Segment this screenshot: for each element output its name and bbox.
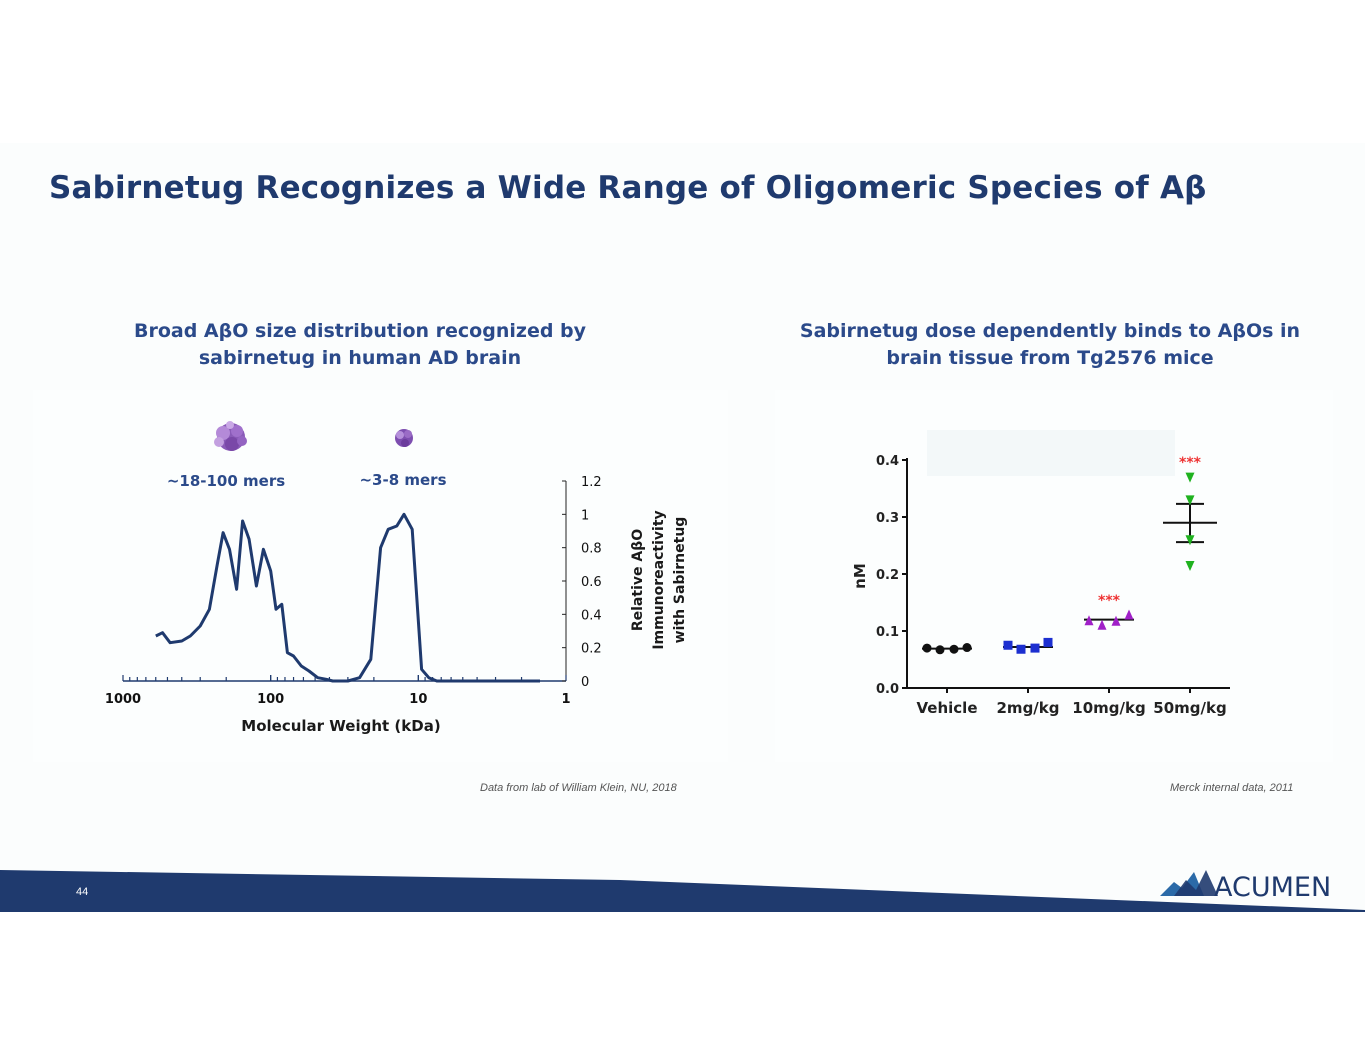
data-point bbox=[1185, 472, 1195, 483]
y-tick-label: 0.4 bbox=[876, 454, 899, 469]
data-point bbox=[962, 643, 972, 653]
series-2mgkg bbox=[1003, 637, 1053, 654]
chart-highlight-box bbox=[927, 430, 1175, 476]
x-tick-label: 10 bbox=[409, 692, 427, 707]
left-subtitle-line1: Broad AβO size distribution recognized b… bbox=[133, 320, 587, 342]
y-tick-label: 0 bbox=[581, 675, 589, 690]
chart-axes: 1000 100 10 1 1.2 1 0.8 0.6 0.4 0.2 0 bbox=[105, 475, 602, 707]
data-point bbox=[1097, 619, 1107, 630]
data-point bbox=[1185, 535, 1195, 546]
x-axis-label: Molecular Weight (kDa) bbox=[241, 717, 440, 735]
right-source-note: Merck internal data, 2011 bbox=[1170, 782, 1294, 794]
x-tick-label: 50mg/kg bbox=[1153, 699, 1226, 717]
y-axis-label-line: Relative AβO bbox=[630, 529, 646, 631]
data-point bbox=[1084, 615, 1094, 626]
left-chart-panel: ~18-100 mers ~3-8 mers Molecular Weight … bbox=[33, 390, 728, 762]
series-vehicle bbox=[922, 643, 972, 655]
left-subtitle-line2: sabirnetug in human AD brain bbox=[198, 347, 522, 369]
y-tick-label: 0.2 bbox=[581, 642, 602, 657]
series-50mgkg: *** bbox=[1163, 455, 1217, 571]
y-tick-label: 0.3 bbox=[876, 511, 899, 526]
y-tick-label: 0.2 bbox=[876, 568, 899, 583]
significance-marker: *** bbox=[1179, 455, 1202, 471]
data-point bbox=[1185, 560, 1195, 571]
right-chart-subtitle: Sabirnetug dose dependently binds to AβO… bbox=[790, 318, 1310, 372]
data-point bbox=[1016, 644, 1026, 654]
small-oligomer-icon bbox=[395, 429, 413, 447]
right-subtitle-line2: brain tissue from Tg2576 mice bbox=[886, 347, 1214, 369]
data-point bbox=[1030, 643, 1040, 653]
chart-axes: 0.0 0.1 0.2 0.3 0.4 nM Vehicle 2mg/kg 10mg/kg 50m… bbox=[851, 454, 1230, 717]
page-title: Sabirnetug Recognizes a Wide Range of Ol… bbox=[49, 170, 1207, 206]
y-tick-label: 0.8 bbox=[581, 542, 602, 557]
data-point bbox=[1124, 609, 1134, 620]
series-10mgkg: *** bbox=[1084, 593, 1134, 630]
size-distribution-chart: ~18-100 mers ~3-8 mers Molecular Weight … bbox=[105, 421, 688, 735]
y-tick-label: 0.1 bbox=[876, 625, 899, 640]
logo-text: ACUMEN bbox=[1214, 872, 1331, 902]
x-tick-label: Vehicle bbox=[917, 699, 978, 717]
y-tick-label: 0.4 bbox=[581, 608, 602, 623]
chart-series: *** *** bbox=[922, 455, 1217, 655]
data-point bbox=[922, 643, 932, 653]
left-chart-subtitle: Broad AβO size distribution recognized b… bbox=[110, 318, 610, 372]
x-tick-label: 100 bbox=[257, 692, 284, 707]
large-oligomer-icon bbox=[214, 421, 247, 451]
y-axis-label-line: Immunoreactivity bbox=[651, 510, 667, 649]
y-axis-label: nM bbox=[851, 563, 869, 589]
x-tick-label: 10mg/kg bbox=[1072, 699, 1145, 717]
data-point bbox=[1043, 637, 1053, 647]
significance-marker: *** bbox=[1098, 593, 1121, 609]
data-point bbox=[935, 645, 945, 655]
right-chart-panel: 0.0 0.1 0.2 0.3 0.4 nM Vehicle 2mg/kg 10mg/kg 50m… bbox=[775, 390, 1333, 762]
acumen-logo: ACUMEN bbox=[1160, 870, 1331, 902]
annotation-small-oligomers: ~3-8 mers bbox=[359, 471, 446, 489]
data-point bbox=[1185, 495, 1195, 506]
y-axis-label: Relative AβO Immunoreactivity with Sabirne… bbox=[630, 510, 688, 649]
y-axis-label-line: with Sabirnetug bbox=[672, 517, 688, 644]
y-tick-label: 1 bbox=[581, 508, 589, 523]
footer-band bbox=[0, 870, 1365, 912]
y-tick-label: 0.0 bbox=[876, 682, 899, 697]
annotation-large-oligomers: ~18-100 mers bbox=[167, 472, 285, 490]
immunoreactivity-line bbox=[155, 512, 540, 683]
y-tick-label: 1.2 bbox=[581, 475, 602, 490]
x-tick-label: 1000 bbox=[105, 692, 141, 707]
x-tick-label: 1 bbox=[561, 692, 570, 707]
chart-series bbox=[155, 512, 540, 683]
x-tick-label: 2mg/kg bbox=[997, 699, 1060, 717]
right-subtitle-line1: Sabirnetug dose dependently binds to AβO… bbox=[799, 320, 1301, 342]
dose-response-chart: 0.0 0.1 0.2 0.3 0.4 nM Vehicle 2mg/kg 10mg/kg 50m… bbox=[851, 430, 1230, 717]
y-tick-label: 0.6 bbox=[581, 575, 602, 590]
data-point bbox=[1003, 640, 1013, 650]
data-point bbox=[949, 644, 959, 654]
left-source-note: Data from lab of William Klein, NU, 2018 bbox=[480, 782, 677, 794]
data-point bbox=[1111, 615, 1121, 626]
page-number: 44 bbox=[76, 886, 89, 898]
